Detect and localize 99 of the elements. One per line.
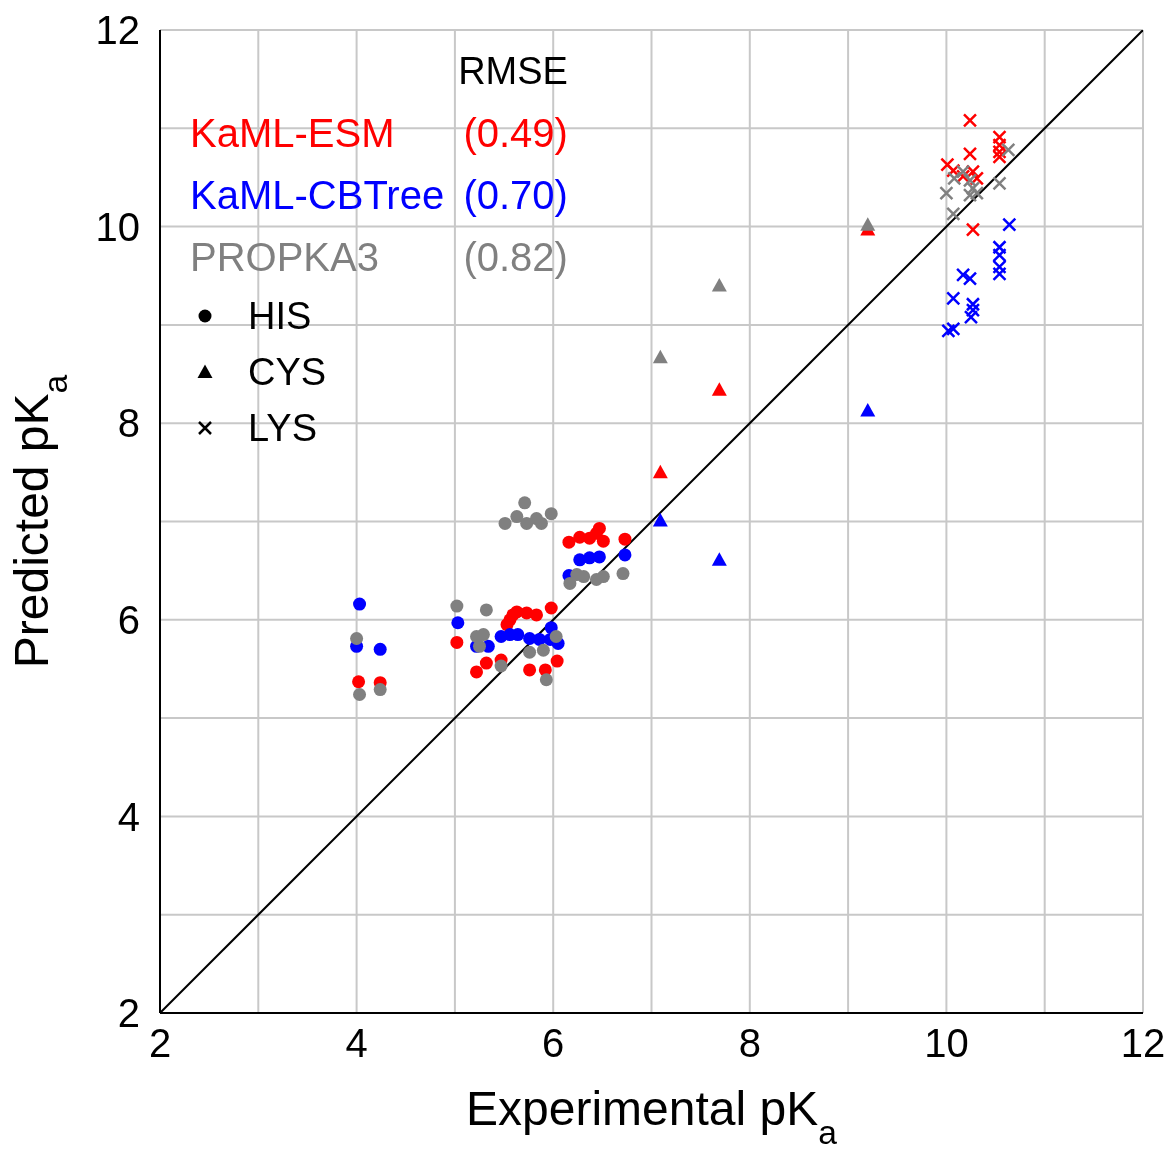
point (529, 608, 543, 622)
point (534, 516, 548, 530)
annotation: (0.49) (462, 110, 568, 157)
point (616, 567, 630, 581)
point (498, 516, 512, 530)
point (946, 291, 961, 306)
point (544, 601, 558, 615)
point (353, 597, 367, 611)
point (1001, 142, 1016, 158)
point (470, 665, 484, 679)
annotation: HIS (248, 294, 312, 339)
point (1002, 217, 1017, 232)
point (596, 570, 610, 584)
point (965, 297, 981, 312)
point (962, 187, 978, 203)
point (510, 510, 524, 524)
point (570, 568, 584, 582)
point (450, 635, 464, 649)
x-tick-label: 6 (542, 1021, 565, 1066)
x-tick-label: 8 (738, 1021, 761, 1066)
point (711, 552, 727, 566)
point (353, 688, 367, 702)
point (479, 656, 493, 670)
point (652, 349, 668, 364)
point (352, 675, 366, 689)
point (563, 576, 577, 590)
point (962, 146, 978, 162)
point (562, 535, 576, 549)
point (596, 534, 610, 548)
x-tick-label: 2 (148, 1021, 172, 1066)
annotation: LYS (248, 406, 318, 451)
point (992, 266, 1007, 282)
y-tick-label: 4 (117, 794, 140, 839)
text: KaML-CBTree (190, 172, 445, 219)
point (350, 631, 364, 645)
text: KaML-ESM (190, 110, 396, 157)
point (592, 521, 606, 535)
point (992, 176, 1007, 191)
point (373, 642, 387, 656)
legend-title: RMSE (458, 49, 568, 94)
point (373, 683, 387, 697)
point (965, 181, 981, 196)
point (939, 185, 954, 201)
point (946, 206, 961, 222)
point (860, 402, 876, 417)
annotation: (0.82) (462, 234, 568, 281)
point (962, 271, 978, 286)
y-tick-label: 10 (95, 204, 140, 249)
point (549, 630, 563, 644)
y-tick-label: 6 (117, 598, 140, 642)
point (860, 217, 876, 231)
point (992, 129, 1007, 145)
point (536, 643, 550, 657)
x-axis-title: Experimental pK$_{a}$ (466, 1082, 838, 1151)
point (992, 137, 1007, 153)
point (618, 548, 632, 562)
point (523, 663, 537, 677)
point (518, 496, 532, 510)
y-tick-label: 2 (117, 991, 140, 1036)
x-tick-label: 4 (345, 1021, 368, 1066)
text: PROPKA3 (190, 234, 380, 281)
point (946, 321, 961, 337)
x-tick-label: 12 (1120, 1021, 1166, 1066)
point (503, 613, 517, 627)
point (965, 222, 981, 237)
point (711, 382, 727, 396)
point (992, 247, 1007, 263)
point (652, 513, 668, 527)
point (955, 164, 971, 179)
point (963, 309, 979, 325)
point (544, 507, 558, 521)
point (992, 149, 1007, 165)
point (494, 659, 508, 673)
point (652, 464, 668, 479)
point (550, 654, 564, 668)
y-tick-label: 8 (117, 401, 140, 446)
point (941, 323, 956, 339)
point (955, 267, 971, 283)
x-tick-label: 10 (924, 1021, 969, 1066)
point (523, 645, 537, 659)
point (992, 239, 1007, 255)
point (511, 628, 525, 642)
point (962, 113, 978, 128)
point (965, 302, 981, 318)
point (992, 259, 1007, 275)
point (450, 599, 464, 613)
point (520, 516, 534, 530)
point (451, 616, 465, 630)
point (476, 628, 490, 642)
point (592, 550, 606, 564)
point (539, 673, 553, 687)
point (618, 532, 632, 546)
annotation: CYS (248, 350, 327, 395)
point (969, 185, 985, 201)
annotation: (0.70) (462, 172, 568, 219)
point (940, 157, 955, 172)
y-tick-label: 12 (95, 8, 140, 53)
point (479, 603, 493, 617)
point (711, 278, 727, 292)
